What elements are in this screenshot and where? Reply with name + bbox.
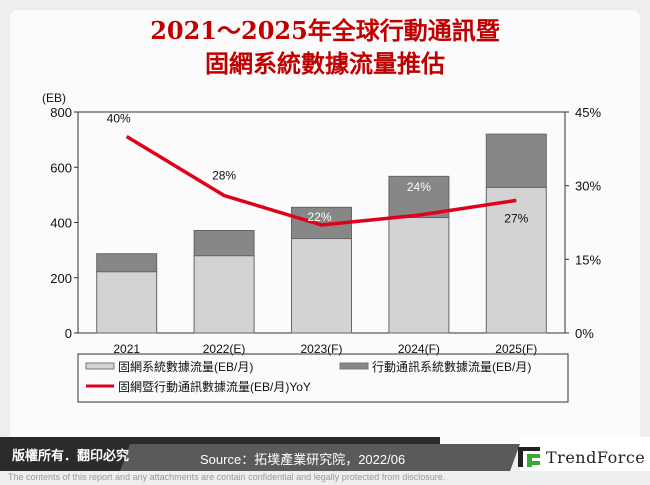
trendforce-logo: TrendForce <box>518 447 645 467</box>
trendforce-logo-icon <box>518 447 540 467</box>
y-tick-label: 400 <box>50 216 72 231</box>
y-axis-unit: (EB) <box>42 91 66 105</box>
bar-fixed <box>193 255 255 334</box>
footer-logo-area <box>520 437 650 471</box>
chart-title: 2021～2025年全球行動通訊暨 固網系統數據流量推估 <box>0 14 650 80</box>
bar-fixed <box>388 217 450 334</box>
title-line-1: 2021～2025年全球行動通訊暨 <box>150 16 500 45</box>
bar-mobile <box>193 230 255 257</box>
yoy-label: 22% <box>307 210 331 224</box>
y-tick-label: 800 <box>50 105 72 120</box>
legend-yoy-label: 固網暨行動通訊數據流量(EB/月)YoY <box>118 379 311 394</box>
x-tick-label: 2023(F) <box>300 342 342 356</box>
x-tick-label: 2025(F) <box>495 342 537 356</box>
yoy-line <box>125 135 517 227</box>
disclaimer-text: The contents of this report and any atta… <box>8 472 446 482</box>
yoy-label: 24% <box>407 180 431 194</box>
bar-mobile <box>485 133 547 188</box>
y2-tick-label: 45% <box>575 105 601 120</box>
bar-mobile <box>96 253 158 273</box>
legend-fixed-label: 固網系統數據流量(EB/月) <box>118 360 253 374</box>
x-tick-label: 2022(E) <box>203 342 246 356</box>
copyright-text: 版權所有．翻印必究 <box>12 449 130 464</box>
bar-fixed <box>485 186 547 334</box>
y2-tick-label: 0% <box>575 326 594 341</box>
y-tick-label: 600 <box>50 160 72 175</box>
yoy-label: 27% <box>504 211 528 225</box>
x-tick-label: 2024(F) <box>398 342 440 356</box>
bar-fixed <box>96 271 158 334</box>
title-line-2: 固網系統數據流量推估 <box>205 49 445 78</box>
y2-tick-label: 15% <box>575 252 601 267</box>
yoy-label: 40% <box>107 112 131 126</box>
y-tick-label: 200 <box>50 271 72 286</box>
brand-name: TrendForce <box>546 447 646 467</box>
y2-tick-label: 30% <box>575 179 601 194</box>
chart: 0 200 400 600 800(EB) 0% 15% 30% 45% 2021 2022(E) 2… <box>42 91 601 403</box>
legend <box>77 353 569 403</box>
yoy-label: 28% <box>212 168 236 182</box>
x-tick-label: 2021 <box>113 342 140 356</box>
y-tick-label: 0 <box>65 326 72 341</box>
bar-fixed <box>291 238 352 334</box>
source-text: Source：拓墣產業研究院，2022/06 <box>200 452 406 467</box>
legend-mobile-label: 行動通訊系統數據流量(EB/月) <box>372 359 531 374</box>
